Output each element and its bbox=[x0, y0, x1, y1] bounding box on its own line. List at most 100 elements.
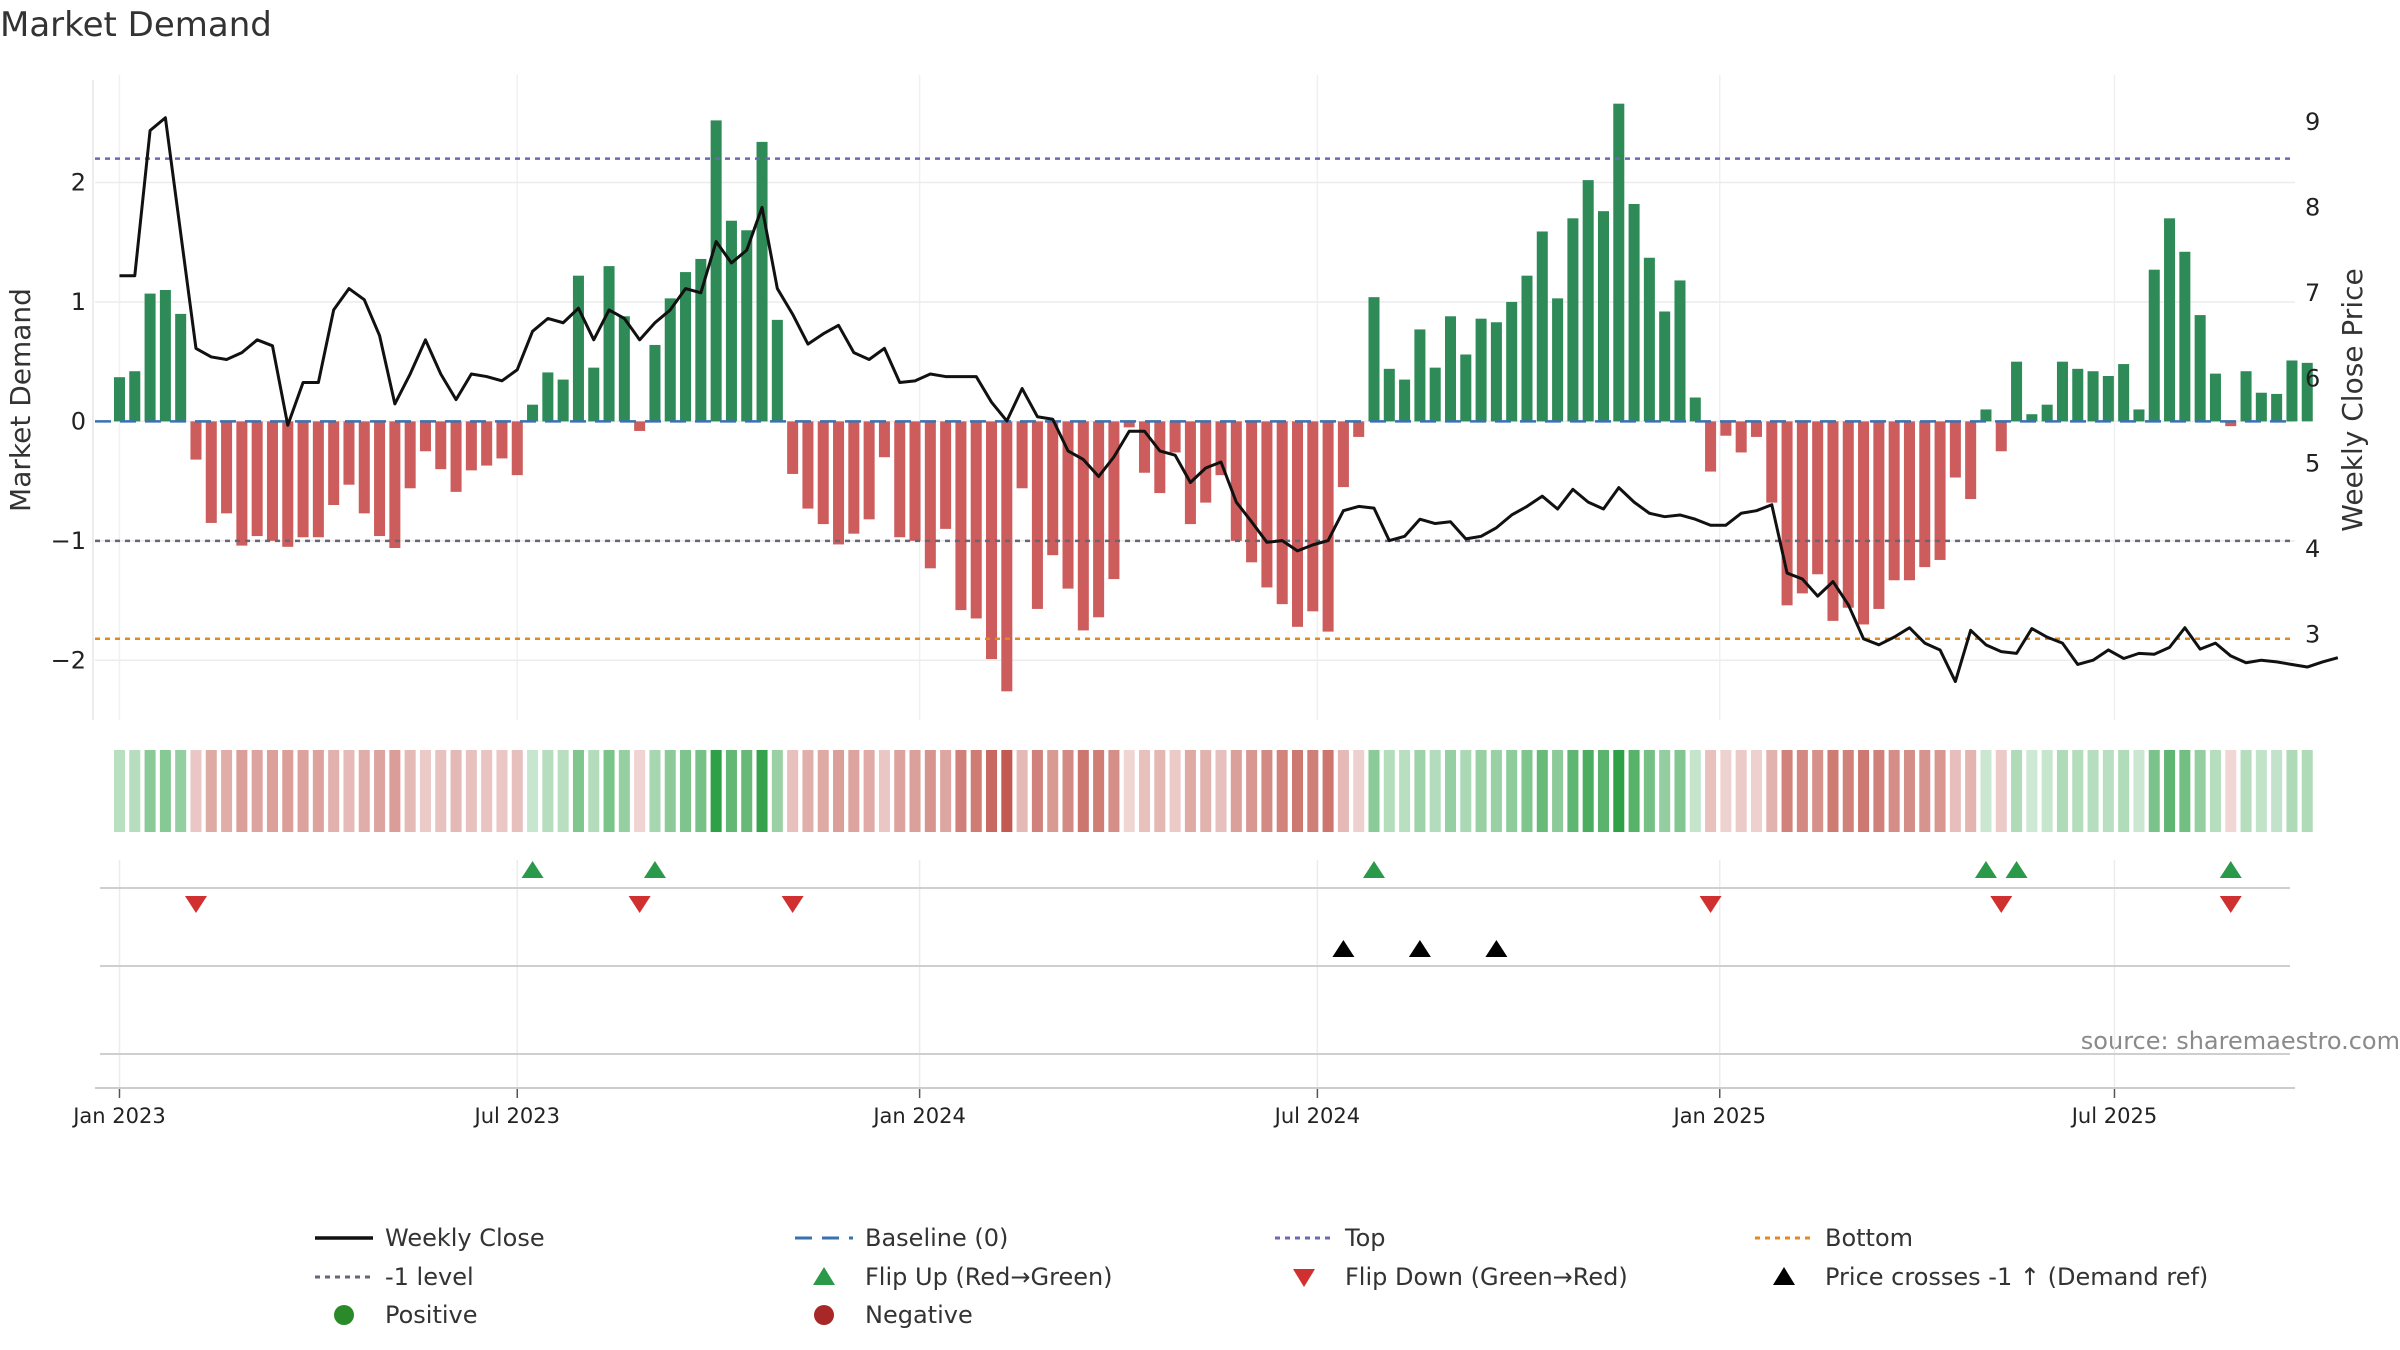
legend-label: Price crosses -1 ↑ (Demand ref) bbox=[1825, 1263, 2208, 1291]
flip-down-marker bbox=[781, 896, 804, 913]
demand-bar bbox=[1628, 204, 1640, 422]
demand-bar bbox=[649, 344, 661, 422]
legend-item: -1 level bbox=[315, 1263, 474, 1291]
demand-bar bbox=[557, 379, 569, 422]
source-credit: source: sharemaestro.com bbox=[2081, 1027, 2400, 1055]
heat-cell bbox=[1368, 750, 1380, 832]
demand-bar bbox=[680, 272, 692, 422]
heat-cell bbox=[940, 750, 952, 832]
heat-cell bbox=[1062, 750, 1074, 832]
heat-cell bbox=[802, 750, 814, 832]
y-tick-label-right: 5 bbox=[2305, 450, 2320, 478]
heat-cell bbox=[1108, 750, 1120, 832]
heat-cell bbox=[1567, 750, 1579, 832]
demand-bar bbox=[1123, 421, 1135, 428]
heat-cell bbox=[2056, 750, 2068, 832]
heat-cell bbox=[1919, 750, 1931, 832]
y-tick-label-left: 2 bbox=[71, 169, 86, 197]
demand-bar bbox=[1965, 421, 1977, 500]
demand-bar bbox=[572, 275, 584, 422]
demand-bar bbox=[1047, 421, 1059, 556]
heat-cell bbox=[481, 750, 493, 832]
heat-cell bbox=[1215, 750, 1227, 832]
heat-cell bbox=[144, 750, 156, 832]
demand-bar bbox=[1368, 297, 1380, 422]
heat-cell bbox=[725, 750, 737, 832]
demand-bar bbox=[1750, 421, 1762, 437]
demand-bar bbox=[1184, 421, 1196, 525]
demand-bar bbox=[878, 421, 890, 458]
heat-cell bbox=[1796, 750, 1808, 832]
demand-bar bbox=[1949, 421, 1961, 478]
legend-label: Baseline (0) bbox=[865, 1224, 1008, 1252]
price-cross-marker bbox=[1485, 940, 1508, 957]
heat-cell bbox=[572, 750, 584, 832]
heat-cell bbox=[649, 750, 661, 832]
heat-cell bbox=[603, 750, 615, 832]
demand-bar bbox=[1903, 421, 1915, 581]
level-lines bbox=[95, 157, 2295, 641]
demand-bar bbox=[2164, 218, 2176, 422]
flip-down-marker bbox=[2219, 896, 2242, 913]
heat-cell bbox=[2133, 750, 2145, 832]
demand-bar bbox=[1414, 329, 1426, 422]
demand-bar bbox=[1659, 311, 1671, 422]
heat-cell bbox=[2072, 750, 2084, 832]
demand-bar bbox=[909, 421, 921, 541]
demand-bar bbox=[1766, 421, 1778, 503]
demand-bar bbox=[159, 290, 171, 422]
legend-label: Positive bbox=[385, 1301, 478, 1329]
demand-bar bbox=[205, 421, 217, 523]
heat-cell bbox=[1903, 750, 1915, 832]
legend-item: Bottom bbox=[1755, 1224, 1913, 1252]
demand-bar bbox=[2087, 371, 2099, 422]
demand-bar bbox=[1139, 421, 1151, 473]
demand-heat-strip bbox=[113, 750, 2313, 832]
legend-item: Top bbox=[1275, 1224, 1386, 1252]
demand-bar bbox=[1705, 421, 1717, 472]
heat-cell bbox=[618, 750, 630, 832]
demand-bar bbox=[1475, 318, 1487, 422]
demand-bar bbox=[221, 421, 233, 514]
legend-item: Baseline (0) bbox=[795, 1224, 1008, 1252]
demand-bar bbox=[1506, 301, 1518, 422]
heat-cell bbox=[1643, 750, 1655, 832]
demand-bar bbox=[1582, 180, 1594, 422]
demand-bar bbox=[1200, 421, 1212, 503]
heat-cell bbox=[1506, 750, 1518, 832]
heat-cell bbox=[1001, 750, 1013, 832]
heat-cell bbox=[297, 750, 309, 832]
demand-bar bbox=[2118, 364, 2130, 422]
heat-cell bbox=[1812, 750, 1824, 832]
y-tick-label-left: 0 bbox=[71, 407, 86, 435]
demand-bar bbox=[771, 319, 783, 422]
heat-cell bbox=[2148, 750, 2160, 832]
legend-label: -1 level bbox=[385, 1263, 474, 1291]
demand-bar bbox=[2301, 362, 2313, 422]
heat-cell bbox=[2286, 750, 2298, 832]
weekly-close-line bbox=[119, 116, 2339, 684]
y-tick-label-left: −1 bbox=[51, 527, 86, 555]
heat-cell bbox=[343, 750, 355, 832]
heat-cell bbox=[1169, 750, 1181, 832]
demand-bar bbox=[955, 421, 967, 611]
price-cross-markers bbox=[100, 940, 2290, 967]
demand-bar bbox=[1521, 275, 1533, 422]
demand-bar bbox=[343, 421, 355, 485]
demand-bar bbox=[2209, 373, 2221, 422]
demand-bar bbox=[481, 421, 493, 466]
heat-cell bbox=[1888, 750, 1900, 832]
demand-bar bbox=[1383, 368, 1395, 422]
demand-bar bbox=[2056, 361, 2068, 422]
heat-cell bbox=[1322, 750, 1334, 832]
demand-bar bbox=[1353, 421, 1365, 437]
demand-bar bbox=[496, 421, 508, 459]
price-cross-marker bbox=[1408, 940, 1431, 957]
y-tick-label-right: 6 bbox=[2305, 364, 2320, 392]
heat-cell bbox=[2164, 750, 2176, 832]
demand-bar bbox=[2041, 404, 2053, 422]
y-tick-label-right: 8 bbox=[2305, 193, 2320, 221]
heat-cell bbox=[435, 750, 447, 832]
heat-cell bbox=[1016, 750, 1028, 832]
